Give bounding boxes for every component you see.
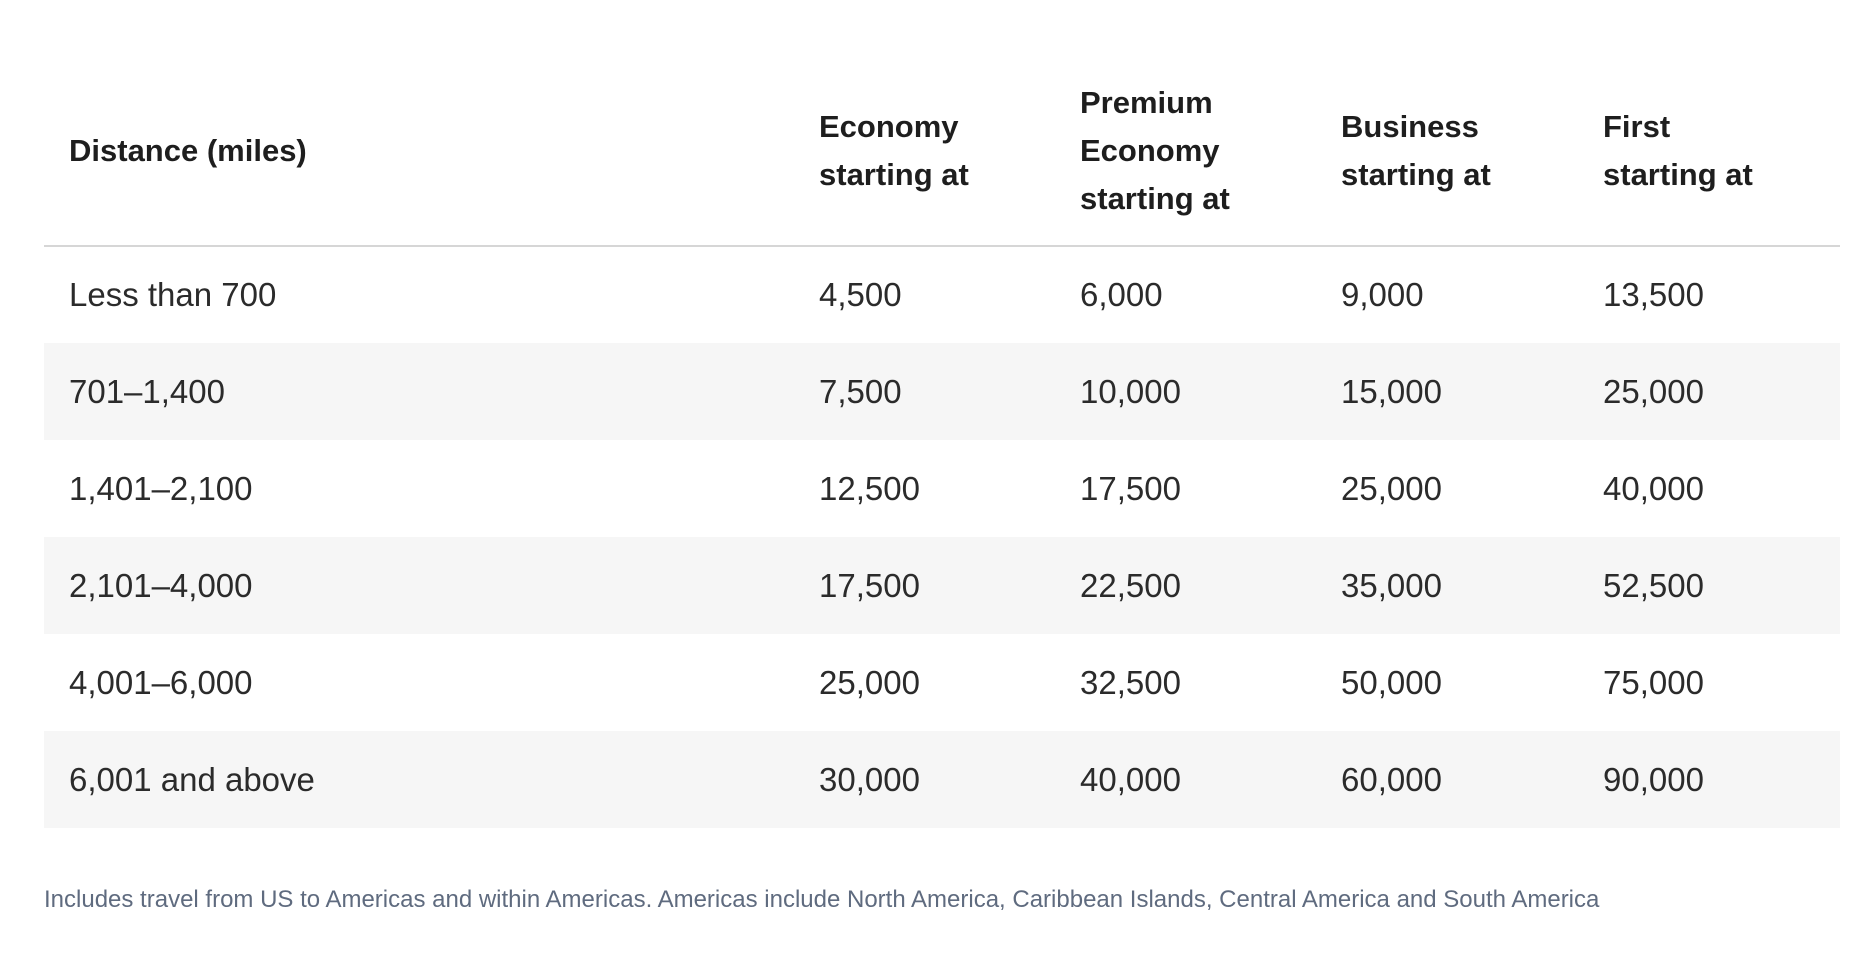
table-row: 2,101–4,000 17,500 22,500 35,000 52,500 [44, 537, 1840, 634]
cell-economy: 17,500 [794, 537, 1055, 634]
cell-distance: Less than 700 [69, 276, 277, 313]
cell-first: 75,000 [1603, 663, 1704, 701]
cell-economy: 12,500 [819, 469, 920, 507]
cell-distance: 6,001 and above [44, 731, 794, 828]
cell-first: 25,000 [1578, 343, 1840, 440]
cell-premium-economy: 22,500 [1055, 537, 1316, 634]
cell-business: 35,000 [1316, 537, 1578, 634]
header-business: Business starting at [1316, 56, 1578, 247]
table-row: Less than 700 4,500 6,000 9,000 13,500 [44, 246, 1840, 343]
cell-economy: 4,500 [819, 276, 902, 313]
cell-premium-economy: 40,000 [1055, 731, 1316, 828]
cell-economy: 30,000 [794, 731, 1055, 828]
header-first: First starting at [1578, 56, 1840, 247]
cell-economy: 7,500 [794, 343, 1055, 440]
cell-business: 9,000 [1341, 276, 1424, 313]
header-distance: Distance (miles) [44, 56, 794, 247]
table-row: 6,001 and above 30,000 40,000 60,000 90,… [44, 731, 1840, 828]
cell-premium-economy: 6,000 [1080, 276, 1163, 313]
award-chart-table: Distance (miles) Economy starting at Pre… [44, 56, 1840, 828]
cell-economy: 25,000 [819, 663, 920, 701]
header-premium-economy: Premium Economy starting at [1055, 56, 1316, 247]
table-row: 4,001–6,000 25,000 32,500 50,000 75,000 [44, 634, 1840, 731]
cell-business: 50,000 [1341, 663, 1442, 701]
cell-first: 40,000 [1603, 469, 1704, 507]
cell-premium-economy: 32,500 [1080, 663, 1181, 701]
header-economy: Economy starting at [794, 56, 1055, 247]
cell-first: 90,000 [1578, 731, 1840, 828]
cell-business: 25,000 [1341, 469, 1442, 507]
cell-distance: 701–1,400 [44, 343, 794, 440]
cell-business: 60,000 [1316, 731, 1578, 828]
cell-distance: 2,101–4,000 [44, 537, 794, 634]
cell-distance: 1,401–2,100 [69, 469, 253, 507]
cell-business: 15,000 [1316, 343, 1578, 440]
cell-first: 52,500 [1578, 537, 1840, 634]
award-chart: Distance (miles) Economy starting at Pre… [44, 56, 1840, 914]
table-row: 701–1,400 7,500 10,000 15,000 25,000 [44, 343, 1840, 440]
cell-distance: 4,001–6,000 [69, 663, 253, 701]
cell-premium-economy: 10,000 [1055, 343, 1316, 440]
table-footnote: Includes travel from US to Americas and … [44, 886, 1600, 913]
cell-first: 13,500 [1603, 276, 1704, 313]
table-header-row: Distance (miles) Economy starting at Pre… [44, 56, 1840, 247]
cell-premium-economy: 17,500 [1080, 469, 1181, 507]
table-row: 1,401–2,100 12,500 17,500 25,000 40,000 [44, 440, 1840, 537]
